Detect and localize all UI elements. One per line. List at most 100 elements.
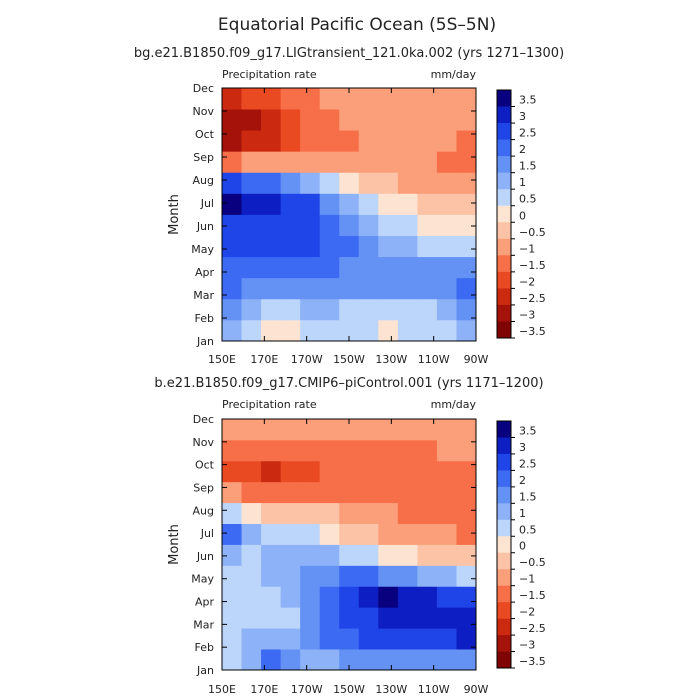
y-tick-label: Aug: [193, 504, 214, 517]
heatmap-cell: [261, 419, 282, 441]
heatmap-cell: [261, 88, 282, 110]
heatmap-cell: [417, 109, 438, 131]
y-tick-label: Dec: [193, 82, 214, 95]
x-tick-label: 130W: [375, 353, 407, 366]
heatmap-cell: [319, 523, 340, 545]
heatmap-cell: [241, 523, 262, 545]
heatmap-cell: [358, 586, 379, 608]
heatmap-cell: [436, 298, 457, 321]
heatmap-cell: [339, 628, 360, 650]
colorbar-swatch: [497, 585, 511, 603]
heatmap-cell: [417, 277, 438, 300]
y-tick-label: Oct: [195, 459, 215, 472]
heatmap-cell: [280, 439, 301, 462]
heatmap-cell: [417, 319, 438, 342]
colorbar-label: −0.5: [519, 556, 546, 569]
colorbar-label: 2.5: [519, 457, 537, 470]
heatmap-cell: [241, 544, 262, 566]
heatmap-cell: [417, 130, 438, 152]
heatmap-cell: [222, 214, 242, 236]
colorbar-swatch: [497, 470, 511, 488]
heatmap-cell: [358, 481, 379, 504]
panel-1: bg.e21.B1850.f09_g17.LIGtransient_121.0k…: [134, 46, 564, 366]
figure-title: Equatorial Pacific Ocean (5S–5N): [218, 15, 496, 35]
heatmap-cell: [300, 235, 321, 258]
x-tick-label: 150W: [333, 353, 365, 366]
x-tick-label: 150E: [208, 683, 236, 696]
heatmap-cell: [300, 151, 321, 173]
colorbar-label: 0.5: [519, 193, 537, 206]
heatmap-cell: [261, 298, 282, 321]
colorbar-swatch: [497, 536, 511, 554]
heatmap-cell: [300, 460, 321, 483]
heatmap-cell: [417, 419, 438, 441]
heatmap-cell: [261, 277, 282, 300]
heatmap-cell: [456, 523, 477, 545]
heatmap-cell: [241, 419, 262, 441]
heatmap-cell: [261, 130, 282, 152]
colorbar-label: −1: [519, 573, 535, 586]
colorbar-swatch: [497, 618, 511, 636]
x-tick-label: 90W: [464, 683, 489, 696]
colorbar-swatch: [497, 635, 511, 652]
heatmap-cell: [280, 649, 301, 671]
heatmap-cell: [436, 502, 457, 524]
colorbar-swatch: [497, 486, 511, 504]
heatmap-cell: [358, 277, 379, 300]
heatmap-cell: [417, 565, 438, 587]
heatmap-cell: [339, 298, 360, 321]
heatmap-cell: [222, 298, 242, 321]
heatmap-cell: [378, 172, 399, 194]
heatmap-cell: [397, 502, 418, 524]
y-tick-label: Jun: [196, 550, 214, 563]
colorbar-label: 3: [519, 441, 526, 454]
heatmap-cell: [417, 481, 438, 504]
heatmap-cell: [397, 235, 418, 258]
heatmap-cell: [280, 523, 301, 545]
heatmap-cell: [436, 544, 457, 566]
heatmap-cell: [456, 439, 477, 462]
heatmap-cell: [300, 172, 321, 194]
heatmap-cell: [417, 607, 438, 629]
heatmap-cell: [222, 439, 242, 462]
heatmap-cell: [358, 544, 379, 566]
heatmap-cell: [319, 193, 340, 215]
heatmap-cell: [358, 130, 379, 152]
heatmap-cell: [339, 523, 360, 545]
heatmap-cell: [456, 607, 477, 629]
units-label: mm/day: [431, 398, 477, 411]
heatmap-cell: [397, 256, 418, 279]
heatmap-cell: [241, 319, 262, 342]
colorbar-swatch: [497, 453, 511, 471]
heatmap-cell: [222, 319, 242, 342]
colorbar-label: 2: [519, 143, 526, 156]
heatmap-cell: [358, 256, 379, 279]
heatmap-cell: [319, 298, 340, 321]
x-tick-label: 170W: [291, 683, 323, 696]
heatmap-cell: [378, 88, 399, 110]
colorbar-label: −3: [519, 308, 535, 321]
colorbar-label: 3.5: [519, 424, 537, 437]
heatmap-cell: [300, 544, 321, 566]
y-tick-label: Dec: [193, 413, 214, 426]
colorbar-label: 3.5: [519, 94, 537, 107]
heatmap-cell: [261, 649, 282, 671]
heatmap-cell: [280, 130, 301, 152]
heatmap-cell: [339, 214, 360, 236]
heatmap-cell: [417, 628, 438, 650]
colorbar-label: 1: [519, 176, 526, 189]
colorbar-label: 2.5: [519, 127, 537, 140]
heatmap-cell: [358, 523, 379, 545]
heatmap-cell: [222, 256, 242, 279]
heatmap-cell: [436, 109, 457, 131]
heatmap-cell: [417, 523, 438, 545]
heatmap-cell: [456, 460, 477, 483]
heatmap-cell: [280, 109, 301, 131]
heatmap-cell: [319, 565, 340, 587]
heatmap-cell: [339, 130, 360, 152]
heatmap-cell: [241, 256, 262, 279]
heatmap-cell: [241, 439, 262, 462]
heatmap-cell: [456, 565, 477, 587]
heatmap-cell: [436, 523, 457, 545]
heatmap-cell: [280, 256, 301, 279]
